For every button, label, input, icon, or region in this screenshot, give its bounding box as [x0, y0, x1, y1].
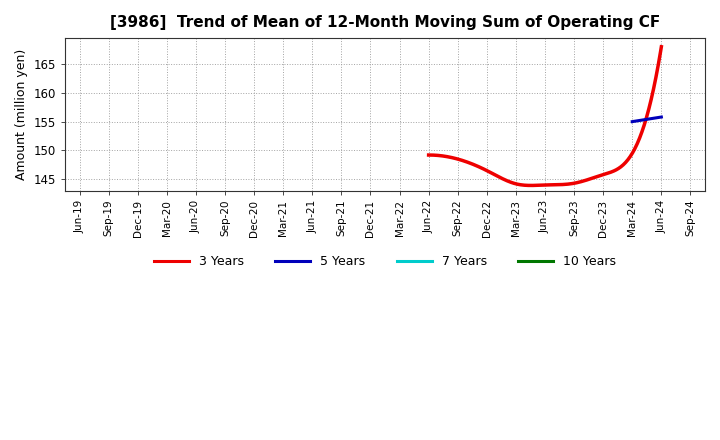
Title: [3986]  Trend of Mean of 12-Month Moving Sum of Operating CF: [3986] Trend of Mean of 12-Month Moving …	[110, 15, 660, 30]
Legend: 3 Years, 5 Years, 7 Years, 10 Years: 3 Years, 5 Years, 7 Years, 10 Years	[149, 250, 621, 273]
Y-axis label: Amount (million yen): Amount (million yen)	[15, 49, 28, 180]
